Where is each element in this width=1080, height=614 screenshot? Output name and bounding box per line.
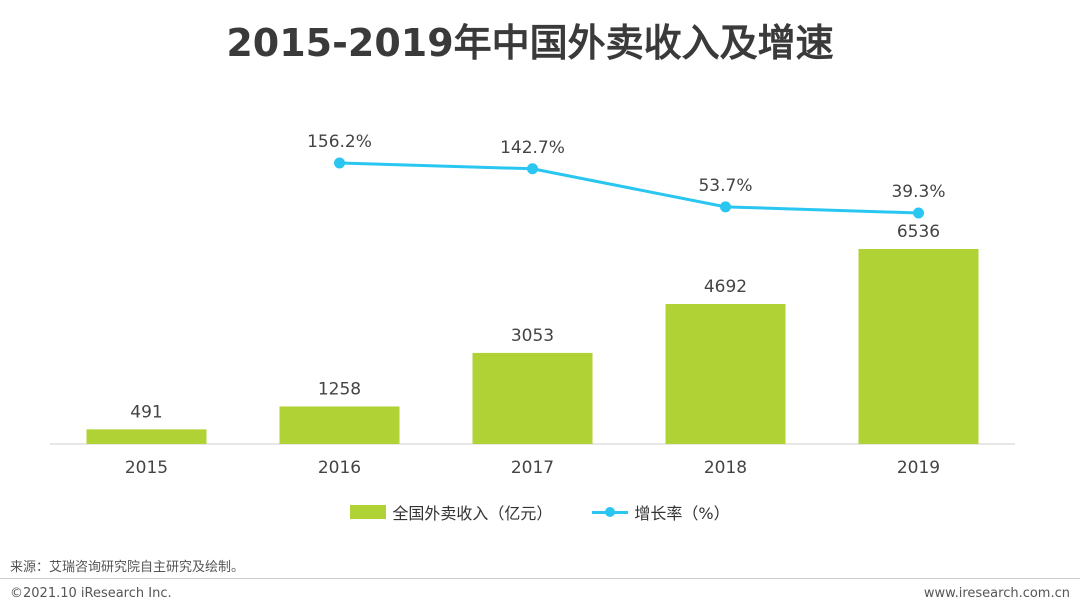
- growth-label-2016: 156.2%: [307, 132, 372, 152]
- bar-2018: [665, 304, 786, 444]
- bar-label-2017: 3053: [511, 326, 554, 346]
- chart-title: 2015-2019年中国外卖收入及增速: [226, 21, 834, 65]
- x-tick-2017: 2017: [511, 458, 554, 478]
- chart-plot: 491 1258 3053 4692 6536 2015 2016 2017 2018 2019 1…: [50, 132, 1015, 478]
- bar-2017: [472, 352, 593, 444]
- chart-legend: 全国外卖收入（亿元） 增长率（%）: [0, 500, 1080, 524]
- source-note: 来源：艾瑞咨询研究院自主研究及绘制。: [10, 560, 245, 575]
- growth-label-2019: 39.3%: [891, 182, 945, 202]
- bar-2015: [86, 429, 207, 444]
- bar-2016: [279, 406, 400, 444]
- x-tick-2016: 2016: [318, 458, 361, 478]
- x-tick-2019: 2019: [897, 458, 940, 478]
- footer-divider: [0, 578, 1080, 579]
- growth-point-2017: [527, 163, 538, 175]
- legend-line-swatch: [592, 505, 629, 519]
- growth-point-2019: [913, 207, 924, 219]
- bar-label-2019: 6536: [897, 222, 940, 242]
- growth-label-2017: 142.7%: [500, 138, 565, 158]
- growth-point-2016: [334, 157, 345, 169]
- legend-revenue-label: 全国外卖收入（亿元）: [392, 504, 553, 523]
- legend-growth-label: 增长率（%）: [634, 504, 730, 523]
- website-url: www.iresearch.com.cn: [923, 586, 1070, 601]
- x-tick-2018: 2018: [704, 458, 747, 478]
- copyright-text: ©2021.10 iResearch Inc.: [10, 586, 172, 601]
- bar-label-2015: 491: [130, 402, 162, 422]
- legend-item-growth: 增长率（%）: [592, 500, 730, 524]
- x-tick-2015: 2015: [125, 458, 168, 478]
- growth-label-2018: 53.7%: [698, 176, 752, 196]
- bar-label-2016: 1258: [318, 379, 361, 399]
- bar-label-2018: 4692: [704, 277, 747, 297]
- legend-bar-swatch: [350, 505, 387, 519]
- growth-rate-line: [339, 161, 919, 215]
- bar-2019: [858, 249, 979, 444]
- growth-point-2018: [720, 201, 731, 213]
- legend-item-revenue: 全国外卖收入（亿元）: [350, 500, 552, 524]
